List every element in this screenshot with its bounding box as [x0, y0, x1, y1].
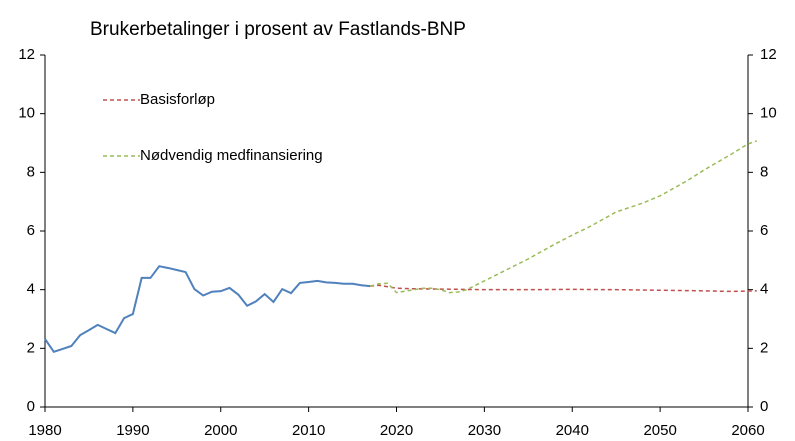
- x-tick-label: 1980: [28, 422, 61, 439]
- y-tick-label: 2: [27, 339, 35, 356]
- y2-tick-label: 12: [760, 46, 777, 63]
- x-tick-label: 2030: [468, 422, 501, 439]
- x-tick-label: 2000: [204, 422, 237, 439]
- chart-title: Brukerbetalinger i prosent av Fastlands-…: [90, 19, 466, 40]
- x-tick-label: 2040: [556, 422, 589, 439]
- x-tick-label: 2020: [380, 422, 413, 439]
- series-line: [44, 265, 371, 354]
- x-tick-label: 2010: [292, 422, 325, 439]
- y-tick-label: 12: [18, 46, 35, 63]
- x-tick-label: 2050: [643, 422, 676, 439]
- y-tick-label: 0: [27, 398, 35, 415]
- y-tick-label: 10: [18, 105, 35, 122]
- x-tick-label: 2060: [731, 422, 764, 439]
- y2-tick-label: 0: [760, 398, 768, 415]
- x-tick-label: 1990: [116, 422, 149, 439]
- y-tick-label: 8: [27, 163, 35, 180]
- legend-label: Basisforløp: [140, 91, 215, 108]
- y2-tick-label: 6: [760, 222, 768, 239]
- series-line: [369, 140, 758, 294]
- series-line: [370, 284, 757, 293]
- y-tick-label: 6: [27, 222, 35, 239]
- y2-tick-label: 10: [760, 105, 777, 122]
- y2-tick-label: 4: [760, 281, 768, 298]
- y2-tick-label: 2: [760, 339, 768, 356]
- legend-label: Nødvendig medfinansiering: [140, 147, 323, 164]
- y-tick-label: 4: [27, 281, 35, 298]
- y2-tick-label: 8: [760, 163, 768, 180]
